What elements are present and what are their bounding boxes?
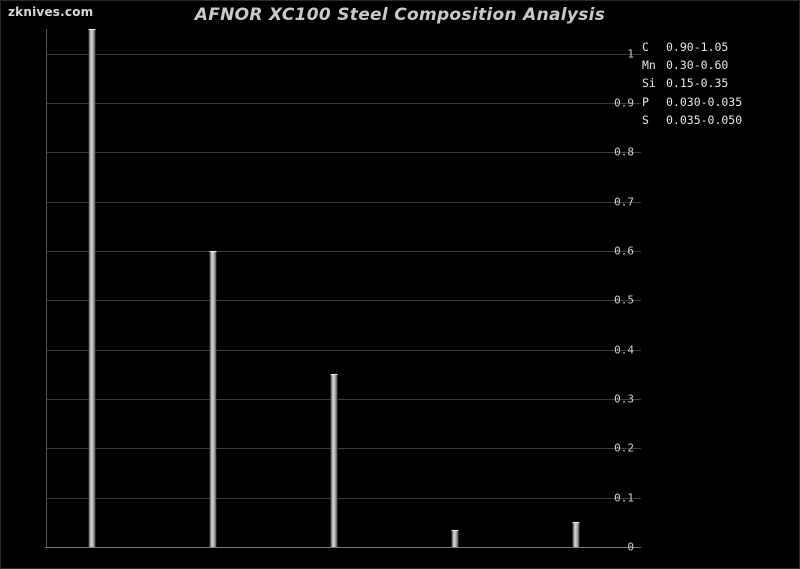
gridline xyxy=(47,103,641,104)
legend-symbol: Mn xyxy=(642,58,656,73)
legend-row-mn: Mn 0.30-0.60 xyxy=(642,56,797,74)
bar-cap xyxy=(572,522,580,524)
bar-cap xyxy=(451,529,459,531)
bar-mn[interactable] xyxy=(209,251,217,547)
y-axis-tick-label: 0.1 xyxy=(614,491,634,505)
bar-s[interactable] xyxy=(572,522,580,547)
gridline xyxy=(47,201,641,203)
y-axis-tick-label: 0.8 xyxy=(614,145,634,159)
legend-symbol: Si xyxy=(642,76,656,91)
x-axis-line xyxy=(45,547,641,548)
legend-row-p: P 0.030-0.035 xyxy=(642,93,797,111)
legend: C 0.90-1.05 Mn 0.30-0.60 Si 0.15-0.35 P 0.030-0… xyxy=(642,38,797,129)
bar-cap xyxy=(330,374,338,376)
legend-value: 0.90-1.05 xyxy=(666,40,729,54)
bar-si[interactable] xyxy=(330,374,338,547)
gridline xyxy=(47,448,641,450)
y-axis-tick-label: 1 xyxy=(627,47,634,61)
y-axis-tick-label: 0.3 xyxy=(614,392,634,406)
plot-area: 00.10.20.30.40.50.60.70.80.91 CMnSiPS xyxy=(45,29,641,554)
y-axis-tick-label: 0.5 xyxy=(614,293,634,307)
legend-value: 0.035-0.050 xyxy=(666,112,743,127)
bar-p[interactable] xyxy=(451,529,459,547)
y-axis-tick-label: 0.6 xyxy=(614,244,634,258)
legend-symbol: C xyxy=(642,40,649,54)
bar-cap xyxy=(209,251,217,252)
legend-value: 0.30-0.60 xyxy=(666,58,729,73)
chart-title: AFNOR XC100 Steel Composition Analysis xyxy=(194,5,606,25)
gridline xyxy=(47,399,641,400)
legend-symbol: S xyxy=(642,112,649,127)
legend-value: 0.030-0.035 xyxy=(666,94,743,109)
legend-symbol: P xyxy=(642,94,649,109)
legend-value: 0.15-0.35 xyxy=(666,76,729,91)
y-axis-tick-label: 0 xyxy=(627,540,634,554)
gridline xyxy=(47,152,641,154)
y-axis-line xyxy=(46,29,47,547)
bar-c[interactable] xyxy=(88,29,96,547)
bar-cap xyxy=(88,29,96,30)
legend-row-s: S 0.035-0.050 xyxy=(642,111,797,129)
gridline xyxy=(47,53,641,55)
legend-row-si: Si 0.15-0.35 xyxy=(642,74,797,92)
y-axis-tick-label: 0.9 xyxy=(614,96,634,110)
gridline xyxy=(47,300,641,302)
y-axis-tick-label: 0.7 xyxy=(614,195,634,209)
gridline xyxy=(47,251,641,252)
gridline xyxy=(47,349,641,351)
y-axis-tick-label: 0.2 xyxy=(614,441,634,455)
y-axis-tick-label: 0.4 xyxy=(614,343,634,357)
gridline xyxy=(47,497,641,499)
watermark-label: zknives.com xyxy=(8,5,94,19)
legend-row-c: C 0.90-1.05 xyxy=(642,38,797,56)
